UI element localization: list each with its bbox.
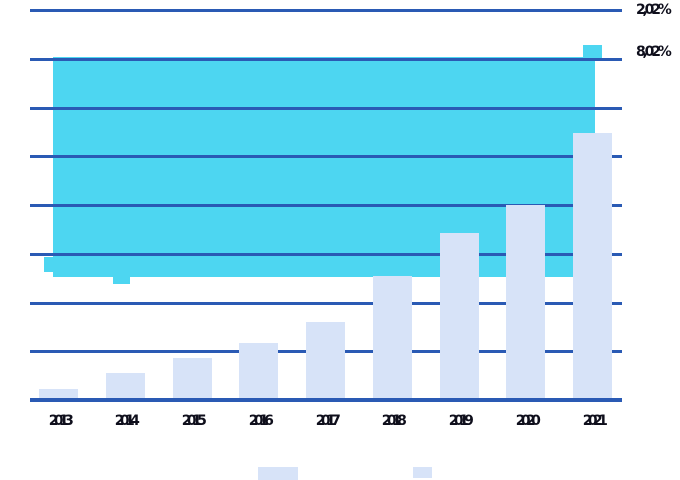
legend-swatch-0[interactable] xyxy=(258,467,298,480)
x-axis-label-2015: 2015 xyxy=(181,413,207,429)
cyan-band-fragment-2 xyxy=(583,45,602,58)
right-axis-label-second: 8,02% xyxy=(636,44,672,60)
right-axis-label-top: 2,02% xyxy=(636,2,672,18)
x-axis-line xyxy=(30,398,622,402)
gridline-5 xyxy=(30,155,622,158)
x-axis-label-2018: 2018 xyxy=(381,413,407,429)
column-2021[interactable] xyxy=(573,133,612,400)
x-axis-label-2019: 2019 xyxy=(448,413,474,429)
legend-swatch-1[interactable] xyxy=(413,467,432,478)
column-2016[interactable] xyxy=(239,343,278,400)
gridline-4 xyxy=(30,204,622,207)
x-axis-label-2016: 2016 xyxy=(248,413,274,429)
gridline-2 xyxy=(30,302,622,305)
cyan-band-series[interactable] xyxy=(53,57,595,277)
column-2019[interactable] xyxy=(440,233,479,400)
x-axis-label-2014: 2014 xyxy=(114,413,140,429)
column-2014[interactable] xyxy=(106,373,145,400)
column-2017[interactable] xyxy=(306,322,345,400)
cyan-band-fragment-1 xyxy=(113,277,130,284)
x-axis-label-2020: 2020 xyxy=(515,413,541,429)
gridline-7 xyxy=(30,58,622,61)
gridline-8 xyxy=(30,9,622,12)
gridline-6 xyxy=(30,107,622,110)
gridline-3 xyxy=(30,253,622,256)
column-2018[interactable] xyxy=(373,276,412,400)
column-2013[interactable] xyxy=(39,389,78,400)
column-2020[interactable] xyxy=(506,205,545,400)
column-2015[interactable] xyxy=(173,358,212,400)
x-axis-label-2013: 2013 xyxy=(48,413,74,429)
x-axis-label-2017: 2017 xyxy=(315,413,341,429)
cyan-band-fragment-0 xyxy=(44,257,53,272)
x-axis-label-2021: 2021 xyxy=(582,413,608,429)
